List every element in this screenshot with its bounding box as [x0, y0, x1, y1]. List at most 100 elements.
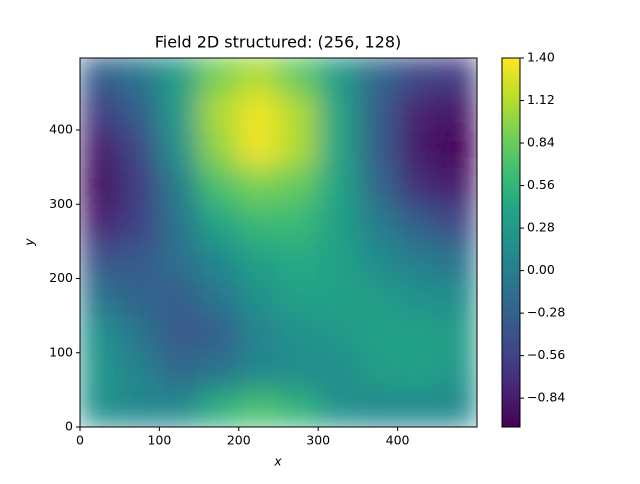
field-cell — [119, 315, 160, 354]
field-cell — [397, 58, 438, 94]
colorbar-tick-label: −0.84 — [527, 390, 565, 405]
colorbar — [501, 57, 521, 428]
y-tick-label: 100 — [49, 344, 73, 359]
field-cell — [397, 315, 438, 354]
colorbar-tick-label: 1.40 — [527, 50, 555, 65]
field-cell — [80, 240, 121, 280]
field-cell — [436, 58, 477, 94]
colorbar-tick-label: 0.56 — [527, 177, 555, 192]
field-cell — [158, 58, 200, 94]
field-cell — [317, 389, 359, 427]
field-cell — [357, 129, 399, 168]
field-cell — [397, 92, 438, 131]
colorbar-tick-label: −0.56 — [527, 347, 565, 362]
field-cell — [158, 92, 200, 131]
field-cell — [238, 92, 279, 131]
field-cell — [80, 389, 121, 427]
field-cell — [80, 166, 121, 205]
colorbar-tick-label: −0.28 — [527, 305, 565, 320]
x-tick-label: 0 — [76, 433, 84, 448]
y-tick-label: 0 — [65, 419, 73, 434]
field-cell — [436, 240, 477, 280]
field-cell — [436, 166, 477, 205]
field-cell — [317, 58, 359, 94]
field-cell — [317, 203, 359, 242]
field-cell — [80, 129, 121, 168]
field-cell — [397, 278, 438, 317]
field-cell — [357, 203, 399, 242]
field-cell — [436, 92, 477, 131]
y-tick-label: 400 — [49, 122, 73, 137]
field-cell — [80, 278, 121, 317]
field-cell — [238, 129, 279, 168]
field-cell — [317, 278, 359, 317]
field-cell — [238, 278, 279, 317]
field-cell — [238, 389, 279, 427]
field-cell — [158, 129, 200, 168]
field-cell — [436, 315, 477, 354]
field-cell — [119, 203, 160, 242]
y-axis-label: y — [22, 238, 37, 247]
field-cell — [80, 92, 121, 131]
field-cell — [357, 352, 399, 391]
field-cell — [238, 352, 279, 391]
field-cell — [317, 315, 359, 354]
field-cell — [278, 240, 319, 280]
x-tick-label: 300 — [306, 433, 330, 448]
field-cell — [357, 240, 399, 280]
field-cell — [198, 315, 240, 354]
field-cell — [198, 203, 240, 242]
field-cell — [278, 352, 319, 391]
field-cell — [357, 166, 399, 205]
x-tick-label: 400 — [386, 433, 410, 448]
field-cell — [158, 352, 200, 391]
field-cell — [436, 352, 477, 391]
colorbar-tick-label: 0.00 — [527, 262, 555, 277]
field-cell — [397, 240, 438, 280]
field-cell — [278, 315, 319, 354]
field-cell — [436, 278, 477, 317]
y-tick-label: 200 — [49, 270, 73, 285]
field-cell — [198, 389, 240, 427]
field-cell — [317, 240, 359, 280]
field-cell — [278, 129, 319, 168]
field-cell — [397, 203, 438, 242]
field-cell — [278, 166, 319, 205]
field-cell — [198, 278, 240, 317]
field-cell — [278, 58, 319, 94]
field-cell — [436, 129, 477, 168]
field-cell — [80, 315, 121, 354]
field-cell — [158, 203, 200, 242]
field-cell — [119, 389, 160, 427]
field-cell — [158, 278, 200, 317]
field-cell — [238, 240, 279, 280]
plot-frame — [79, 57, 478, 428]
field-cell — [119, 129, 160, 168]
field-cell — [158, 315, 200, 354]
field-cell — [238, 58, 279, 94]
field-cell — [278, 92, 319, 131]
field-cell — [119, 240, 160, 280]
field-cell — [80, 203, 121, 242]
field-cell — [119, 166, 160, 205]
field-cell — [278, 389, 319, 427]
x-tick-label: 100 — [147, 433, 171, 448]
y-tick-label: 300 — [49, 196, 73, 211]
field-cell — [119, 58, 160, 94]
x-axis-label: x — [273, 454, 282, 469]
field-cell — [436, 389, 477, 427]
field-cell — [198, 352, 240, 391]
field-cell — [357, 92, 399, 131]
field-cell — [357, 278, 399, 317]
field-cell — [238, 315, 279, 354]
field-cell — [357, 58, 399, 94]
x-tick-label: 200 — [227, 433, 251, 448]
field-cell — [119, 352, 160, 391]
field-cell — [198, 92, 240, 131]
field-cell — [198, 166, 240, 205]
field-cell — [238, 166, 279, 205]
colorbar-tick-label: 0.84 — [527, 135, 555, 150]
field-cell — [436, 203, 477, 242]
field-cell — [198, 129, 240, 168]
field-cell — [158, 166, 200, 205]
